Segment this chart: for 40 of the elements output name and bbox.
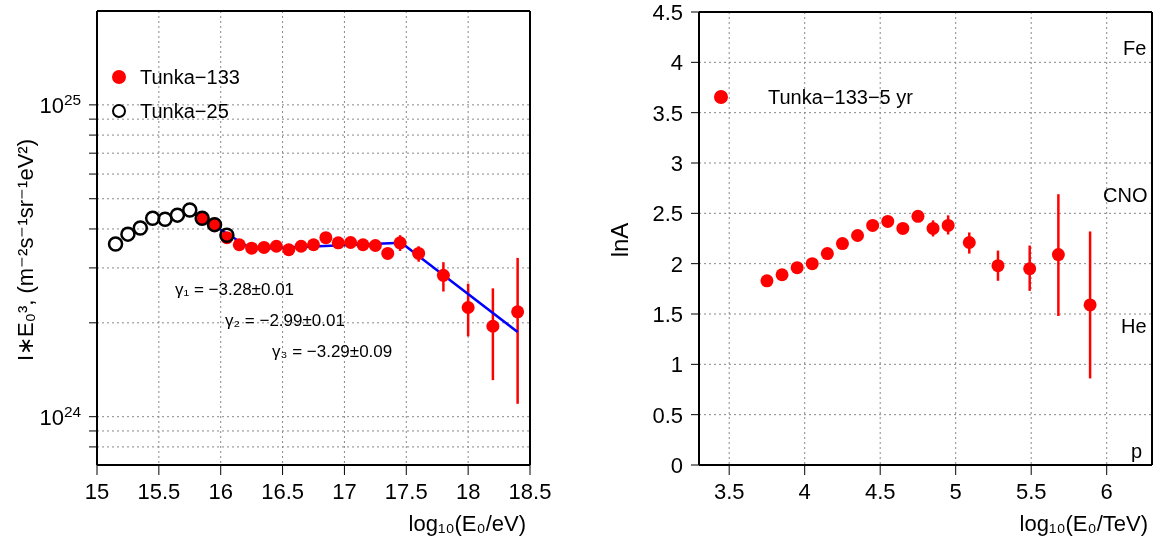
- y-tick-label: 0.5: [652, 402, 683, 428]
- y-tick-label: 3.5: [652, 100, 683, 126]
- x-tick-label: 3.5: [713, 479, 745, 504]
- annotation: γ₂ = −2.99±0.01: [225, 311, 345, 331]
- annotation: γ₃ = −3.29±0.09: [272, 342, 393, 362]
- legend-label: Tunka−25: [140, 99, 229, 123]
- annotation: Fe: [1123, 37, 1147, 60]
- x-tick-label: 4: [798, 479, 811, 504]
- x-tick-label: 5: [949, 479, 962, 504]
- x-tick-label: 15: [84, 479, 110, 504]
- y-tick-label: 3: [670, 151, 683, 176]
- x-axis-title: log₁₀(E₀/TeV): [1019, 511, 1148, 536]
- x-tick-label: 18: [455, 479, 481, 504]
- x-tick-label: 6: [1100, 479, 1113, 504]
- annotation: γ₁ = −3.28±0.01: [175, 280, 295, 300]
- y-tick-label: 0: [670, 453, 683, 478]
- y-tick-label: 4: [670, 50, 683, 76]
- y-tick-label: 1.5: [652, 302, 683, 327]
- x-axis-title: log₁₀(E₀/eV): [408, 511, 526, 536]
- x-tick-label: 17: [332, 479, 357, 504]
- x-tick-label: 17.5: [384, 479, 428, 504]
- x-tick-label: 18.5: [508, 479, 552, 504]
- x-tick-label: 16: [208, 479, 233, 504]
- x-tick-label: 16.5: [261, 479, 304, 504]
- legend-label: Tunka−133: [140, 65, 240, 89]
- x-tick-label: 15.5: [137, 479, 181, 504]
- y-tick-label: 2.5: [652, 201, 683, 227]
- legend-label: Tunka−133−5 yr: [768, 85, 913, 109]
- annotation: He: [1121, 315, 1147, 338]
- y-axis-title: I∗E₀³, (m⁻²s⁻¹sr⁻¹eV²): [13, 139, 39, 361]
- y-tick-label: 10$^{24}$: [39, 402, 82, 430]
- y-tick-label: 2: [670, 251, 683, 277]
- x-tick-label: 5.5: [1015, 479, 1047, 504]
- annotation: CNO: [1103, 184, 1148, 207]
- y-axis-title: lnA: [606, 222, 634, 258]
- annotation: p: [1131, 440, 1143, 463]
- y-tick-label: 1: [670, 352, 683, 378]
- x-tick-label: 4.5: [864, 479, 896, 504]
- y-tick-label: 10$^{25}$: [39, 90, 81, 118]
- y-tick-label: 4.5: [652, 0, 683, 25]
